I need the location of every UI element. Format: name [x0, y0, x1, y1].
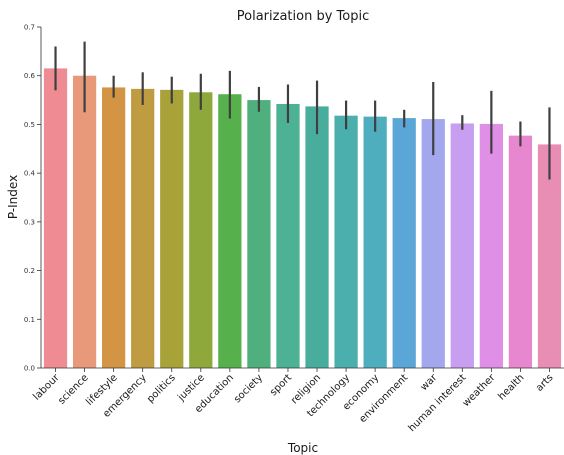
- y-tick-label: 0.2: [24, 267, 35, 275]
- bar-sport: [276, 103, 300, 369]
- x-tick-label: politics: [145, 372, 178, 405]
- bar-religion: [305, 106, 329, 368]
- x-axis: laboursciencelifestyleemergencypoliticsj…: [31, 367, 564, 434]
- bar-society: [247, 100, 271, 369]
- y-tick-label: 0.6: [24, 72, 36, 80]
- bar-health: [508, 135, 533, 368]
- error-bars-group: [54, 41, 551, 180]
- bar-economy: [363, 116, 387, 369]
- bar-war: [421, 119, 445, 368]
- y-tick-label: 0.4: [24, 170, 36, 178]
- bar-justice: [189, 92, 213, 368]
- y-tick-label: 0.0: [24, 365, 35, 373]
- bar-weather: [479, 123, 503, 368]
- y-tick-label: 0.3: [24, 218, 35, 226]
- bar-science: [72, 75, 97, 368]
- y-axis-label: P-Index: [6, 175, 20, 219]
- x-tick-label: sport: [268, 372, 294, 398]
- bar-environment: [392, 118, 416, 369]
- bar-lifestyle: [102, 87, 126, 369]
- y-tick-label: 0.7: [24, 24, 35, 32]
- y-axis: 0.0 0.1 0.2 0.3 0.4 0.5 0.6 0.7: [24, 24, 42, 373]
- x-tick-label: society: [232, 372, 265, 405]
- bar-technology: [334, 115, 358, 368]
- bar-human-interest: [450, 123, 474, 368]
- bar-labour: [43, 68, 68, 369]
- bars-group: [43, 68, 562, 369]
- x-tick-label: health: [496, 372, 526, 402]
- bar-arts: [537, 144, 562, 368]
- x-tick-label: war: [419, 372, 440, 393]
- bar-politics: [160, 89, 184, 368]
- y-tick-label: 0.1: [24, 316, 35, 324]
- x-tick-label: weather: [461, 372, 498, 409]
- y-tick-label: 0.5: [24, 121, 35, 129]
- chart-title: Polarization by Topic: [237, 9, 369, 24]
- bar-emergency: [131, 88, 155, 369]
- x-axis-label: Topic: [287, 441, 318, 455]
- x-tick-label: arts: [534, 372, 555, 393]
- bar-education: [218, 94, 242, 369]
